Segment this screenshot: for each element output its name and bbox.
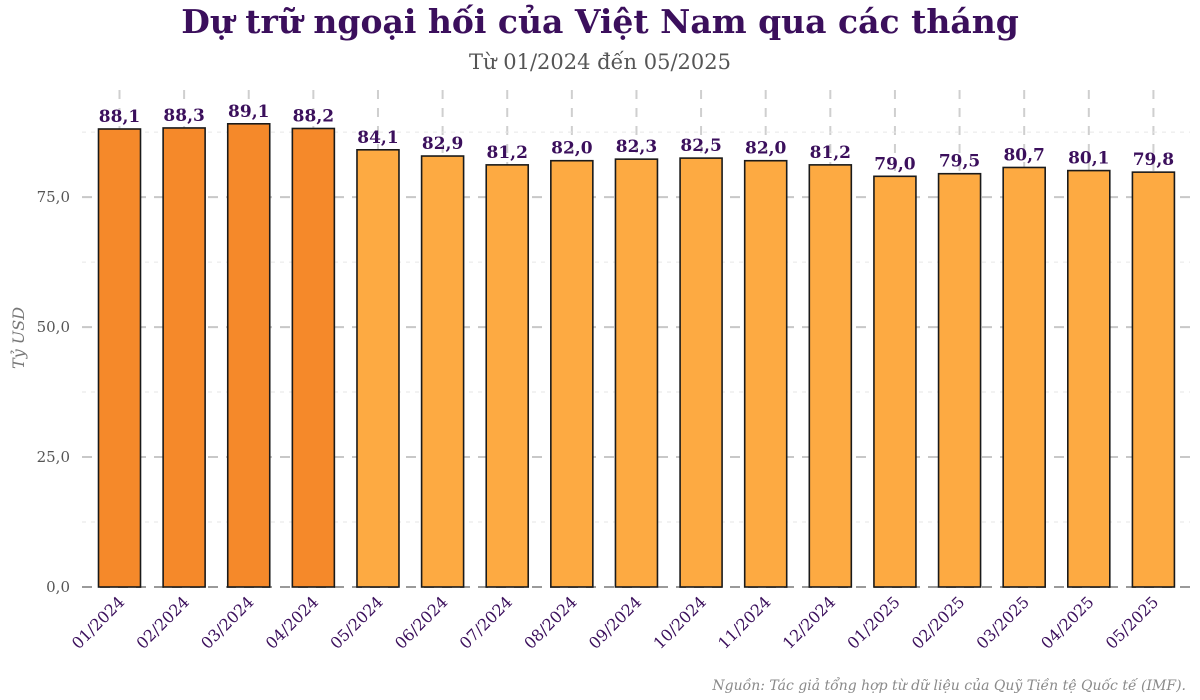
data-label: 88,2	[293, 106, 334, 126]
x-tick-label: 08/2024	[520, 592, 580, 652]
data-label: 82,0	[745, 139, 787, 159]
x-tick-label: 03/2025	[973, 592, 1033, 652]
data-label: 82,0	[551, 139, 593, 159]
data-label: 81,2	[810, 143, 851, 163]
bar	[162, 127, 206, 588]
x-tick-label: 09/2024	[585, 592, 645, 652]
data-label: 79,5	[939, 152, 980, 172]
y-tick-label: 50,0	[37, 318, 70, 336]
data-label: 88,1	[99, 107, 140, 127]
data-label: 82,9	[422, 134, 463, 154]
bar	[485, 164, 530, 588]
y-tick-label: 0,0	[46, 578, 70, 596]
data-label: 79,8	[1133, 150, 1174, 170]
bar	[679, 157, 723, 588]
bar	[808, 164, 853, 588]
bar	[873, 175, 917, 588]
data-label: 79,0	[874, 154, 916, 174]
x-tick-label: 04/2024	[262, 592, 322, 652]
x-tick-label: 12/2024	[779, 592, 839, 652]
bar	[614, 158, 659, 588]
data-label: 84,1	[357, 128, 398, 148]
bar	[356, 148, 400, 588]
source-note: Nguồn: Tác giả tổng hợp từ dữ liệu của Q…	[712, 678, 1186, 694]
data-label: 80,1	[1068, 149, 1109, 169]
x-tick-label: 05/2024	[326, 592, 386, 652]
data-label: 80,7	[1003, 145, 1044, 165]
x-tick-label: 06/2024	[391, 592, 451, 652]
data-label: 81,2	[487, 143, 528, 163]
bar	[1067, 169, 1111, 588]
data-label: 82,5	[680, 136, 721, 156]
bar	[937, 172, 982, 588]
bar	[743, 159, 788, 588]
x-tick-label: 10/2024	[649, 592, 709, 652]
bars-layer	[97, 123, 1176, 588]
data-label: 89,1	[228, 102, 269, 122]
bar	[1131, 171, 1176, 588]
data-label: 88,3	[163, 106, 204, 126]
x-tick-label: 01/2024	[68, 592, 128, 652]
x-tick-label: 07/2024	[456, 592, 516, 652]
x-tick-label: 05/2025	[1102, 592, 1162, 652]
bar	[97, 128, 142, 588]
x-tick-label: 01/2025	[843, 592, 903, 652]
bar	[226, 123, 271, 588]
bar	[1002, 166, 1046, 588]
x-tick-label: 02/2024	[133, 592, 193, 652]
x-tick-label: 04/2025	[1037, 592, 1097, 652]
chart-subtitle: Từ 01/2024 đến 05/2025	[469, 50, 731, 74]
bar	[420, 155, 465, 588]
y-tick-label: 25,0	[37, 448, 70, 466]
x-tick-label: 03/2024	[197, 592, 257, 652]
x-tick-label: 11/2024	[714, 592, 774, 652]
x-tick-label: 02/2025	[908, 592, 968, 652]
y-tick-label: 75,0	[37, 188, 70, 206]
bar	[550, 159, 594, 588]
bar	[291, 127, 336, 588]
chart-title: Dự trữ ngoại hối của Việt Nam qua các th…	[181, 2, 1019, 41]
y-axis-label: Tỷ USD	[9, 307, 28, 369]
data-label: 82,3	[616, 137, 657, 157]
